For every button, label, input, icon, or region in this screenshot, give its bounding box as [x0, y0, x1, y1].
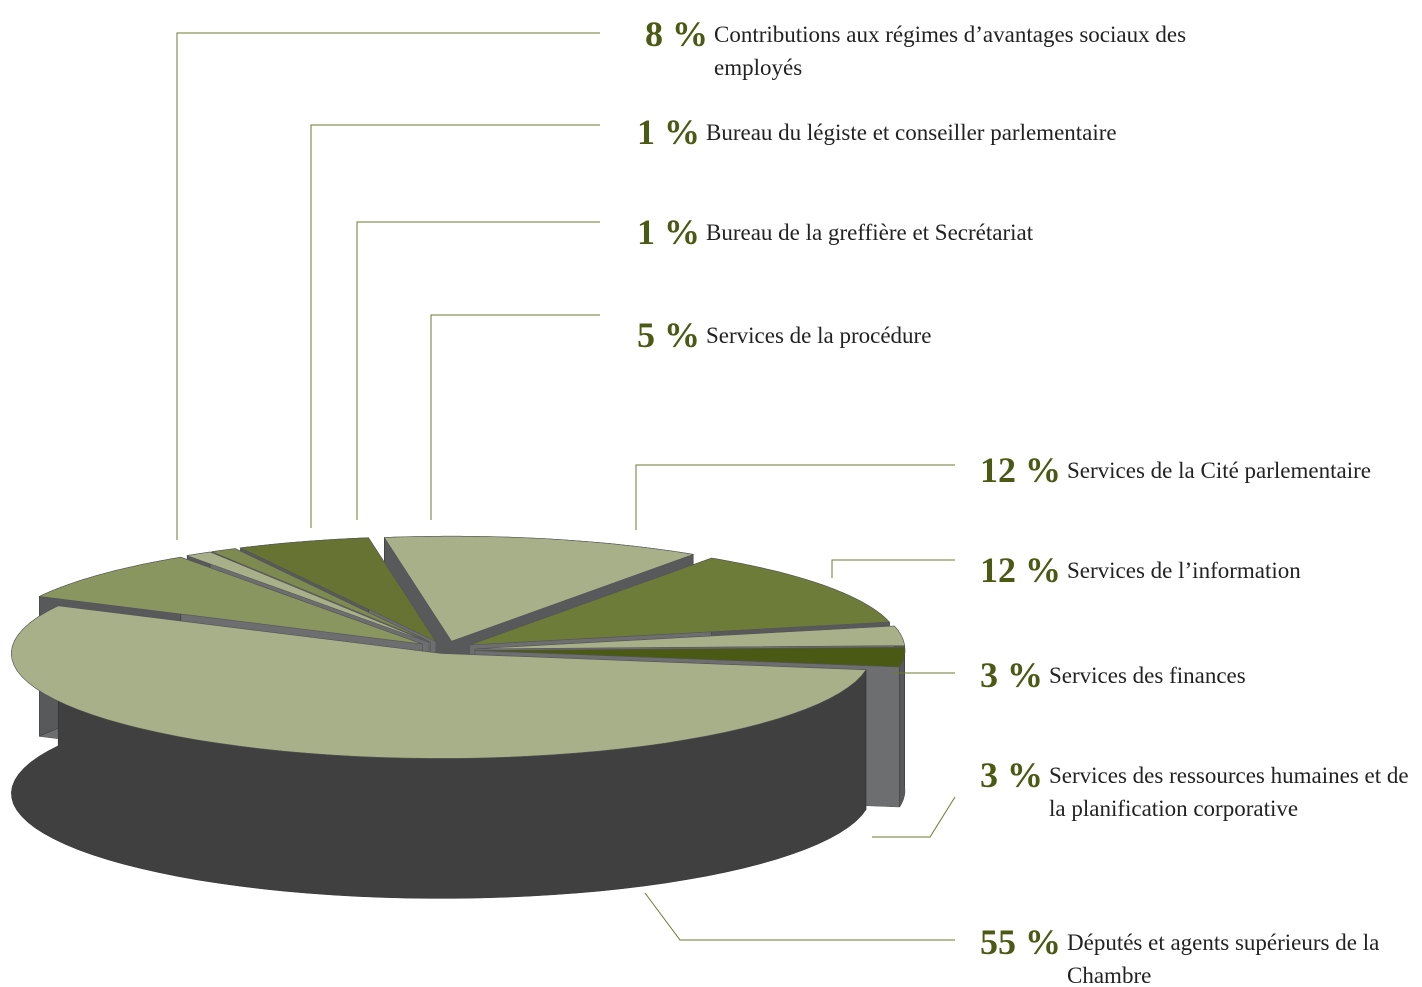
- category-label: Services de la Cité parlementaire: [1067, 458, 1371, 483]
- value-label: 3 %: [980, 755, 1043, 795]
- slice-label: 8 % Contributions aux régimes d’avantages…: [645, 14, 1234, 84]
- slice-label: 3 % Services des ressources humaines et d…: [980, 755, 1411, 825]
- value-label: 12 %: [980, 550, 1061, 590]
- category-label: Services de l’information: [1067, 558, 1301, 583]
- slice-top: [383, 535, 695, 642]
- slice-label: 12 % Services de l’information: [980, 550, 1301, 590]
- leader-line: [872, 796, 956, 838]
- category-label: Bureau de la greffière et Secrétariat: [706, 220, 1034, 245]
- slice-label: 1 % Bureau du légiste et conseiller parle…: [637, 112, 1117, 152]
- category-label: Services des finances: [1049, 663, 1246, 688]
- leader-line: [644, 892, 955, 941]
- value-label: 12 %: [980, 450, 1061, 490]
- slice-label: 55 % Députés et agents supérieurs de la C…: [980, 922, 1387, 987]
- slice-top: [474, 646, 906, 668]
- slice-top: [186, 551, 430, 643]
- slice-label: 1 % Bureau de la greffière et Secrétariat: [637, 212, 1033, 252]
- value-label: 1 %: [637, 212, 700, 252]
- category-label: Contributions aux régimes d’avantages so…: [714, 22, 1187, 80]
- value-label: 55 %: [980, 922, 1061, 962]
- slice-top: [38, 556, 423, 645]
- slice-label: 3 % Services des finances: [980, 655, 1246, 695]
- slice-label: 5 % Services de la procédure: [637, 315, 931, 355]
- category-label: Services de la procédure: [706, 323, 932, 348]
- slice-top: [211, 548, 431, 643]
- slice-label: 12 % Services de la Cité parlementaire: [980, 450, 1371, 490]
- leader-line: [356, 221, 600, 520]
- value-label: 8 %: [645, 14, 708, 54]
- value-label: 3 %: [980, 655, 1043, 695]
- value-label: 1 %: [637, 112, 700, 152]
- leader-line: [310, 124, 600, 528]
- slice-top: [469, 557, 891, 646]
- slice-top: [10, 605, 867, 759]
- category-label: Députés et agents supérieurs de la Chamb…: [1067, 930, 1380, 987]
- category-label: Services des ressources humaines et de l…: [1049, 763, 1409, 821]
- leader-line: [635, 464, 955, 530]
- value-label: 5 %: [637, 315, 700, 355]
- slice-top: [474, 625, 905, 650]
- category-label: Bureau du légiste et conseiller parlemen…: [706, 120, 1117, 145]
- slice: [10, 605, 867, 899]
- leader-line: [831, 559, 955, 578]
- slice-top: [239, 537, 437, 643]
- slice-wall: [899, 647, 906, 808]
- leader-line: [430, 314, 600, 520]
- leader-line: [176, 32, 600, 540]
